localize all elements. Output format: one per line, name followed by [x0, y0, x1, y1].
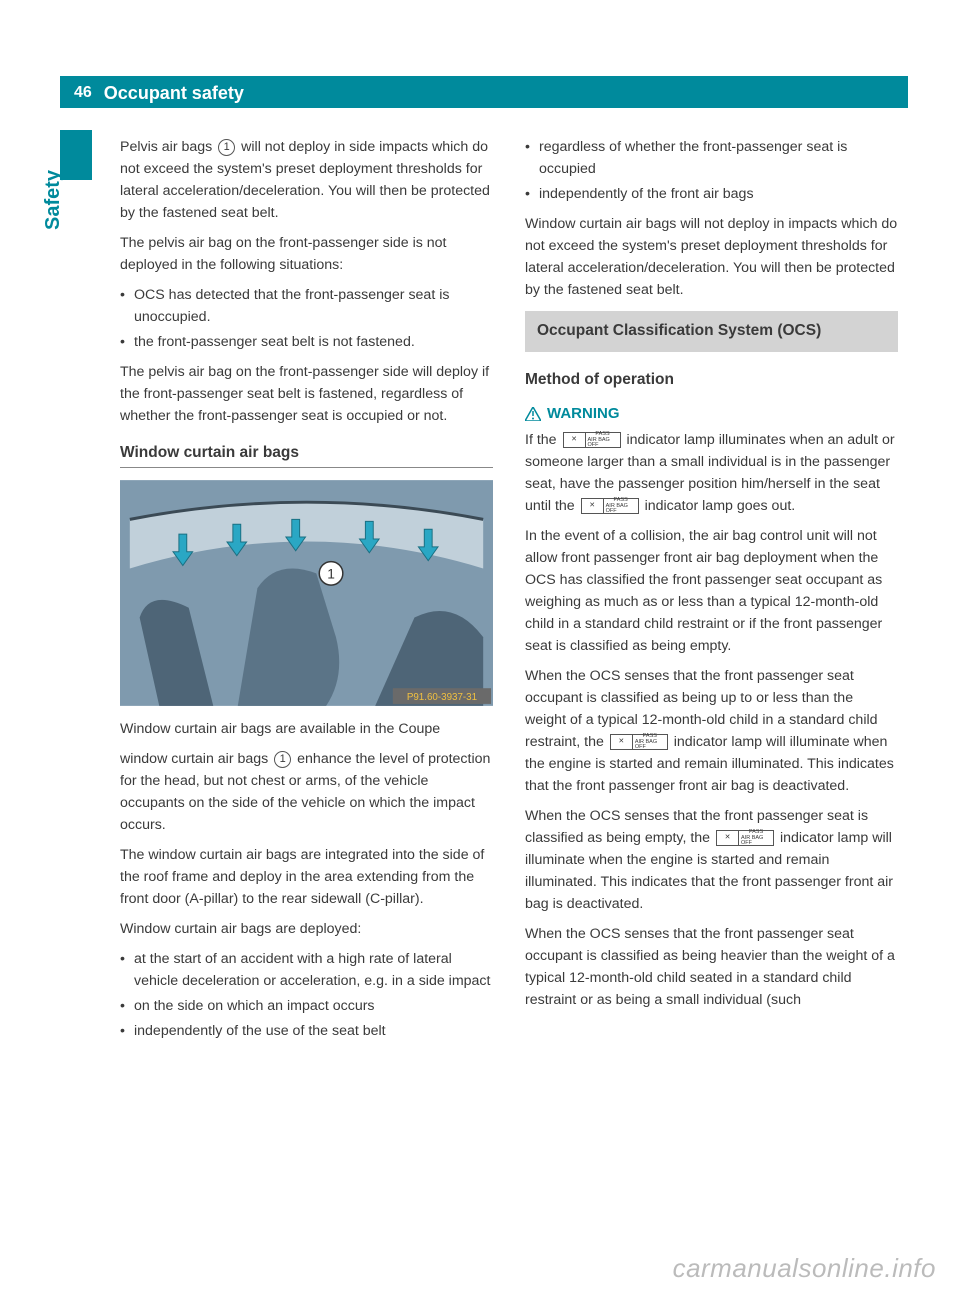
- body-text: The pelvis air bag on the front-passenge…: [120, 361, 493, 427]
- figure-caption: Window curtain air bags are available in…: [120, 718, 493, 740]
- watermark: carmanualsonline.info: [673, 1253, 936, 1284]
- body-text: Window curtain air bags are deployed:: [120, 918, 493, 940]
- warning-text: In the event of a collision, the air bag…: [525, 525, 898, 657]
- callout-1: 1: [218, 139, 235, 156]
- passenger-airbag-off-indicator-icon: ✕PASSAIR BAG OFF: [610, 734, 668, 750]
- page-number: 46: [74, 84, 92, 102]
- subheading: Window curtain air bags: [120, 441, 493, 465]
- warning-text: When the OCS senses that the front passe…: [525, 923, 898, 1011]
- subheading: Method of operation: [525, 368, 898, 392]
- passenger-airbag-off-indicator-icon: ✕PASSAIR BAG OFF: [563, 432, 621, 448]
- body-text: Window curtain air bags will not deploy …: [525, 213, 898, 301]
- warning-text: If the ✕PASSAIR BAG OFF indicator lamp i…: [525, 429, 898, 517]
- warning-text: When the OCS senses that the front passe…: [525, 665, 898, 797]
- bullet-text: OCS has detected that the front-passenge…: [134, 284, 493, 328]
- warning-text: When the OCS senses that the front passe…: [525, 805, 898, 915]
- right-column: •regardless of whether the front-passeng…: [525, 136, 898, 1050]
- passenger-airbag-off-indicator-icon: ✕PASSAIR BAG OFF: [716, 830, 774, 846]
- section-heading-box: Occupant Classification System (OCS): [525, 311, 898, 352]
- bullet-list: •at the start of an accident with a high…: [120, 948, 493, 1042]
- bullet-list: •regardless of whether the front-passeng…: [525, 136, 898, 205]
- body-text: window curtain air bags 1 enhance the le…: [120, 748, 493, 836]
- passenger-airbag-off-indicator-icon: ✕PASSAIR BAG OFF: [581, 498, 639, 514]
- body-text: The window curtain air bags are integrat…: [120, 844, 493, 910]
- content-columns: Pelvis air bags 1 will not deploy in sid…: [120, 136, 898, 1050]
- side-tab-label: Safety: [42, 170, 65, 230]
- bullet-text: at the start of an accident with a high …: [134, 948, 493, 992]
- bullet-item: •at the start of an accident with a high…: [120, 948, 493, 992]
- bullet-text: on the side on which an impact occurs: [134, 995, 375, 1017]
- bullet-item: •on the side on which an impact occurs: [120, 995, 493, 1017]
- bullet-text: independently of the use of the seat bel…: [134, 1020, 386, 1042]
- chapter-title: Occupant safety: [104, 83, 244, 104]
- subheading-rule: [120, 467, 493, 468]
- bullet-item: •regardless of whether the front-passeng…: [525, 136, 898, 180]
- warning-label: WARNING: [547, 402, 620, 425]
- bullet-item: •independently of the use of the seat be…: [120, 1020, 493, 1042]
- left-column: Pelvis air bags 1 will not deploy in sid…: [120, 136, 493, 1050]
- callout-1: 1: [274, 751, 291, 768]
- bullet-text: independently of the front air bags: [539, 183, 754, 205]
- bullet-list: •OCS has detected that the front-passeng…: [120, 284, 493, 353]
- manual-page: 46 Occupant safety Safety Pelvis air bag…: [0, 0, 960, 1302]
- bullet-item: •the front-passenger seat belt is not fa…: [120, 331, 493, 353]
- svg-text:1: 1: [327, 566, 335, 581]
- bullet-item: •OCS has detected that the front-passeng…: [120, 284, 493, 328]
- warning-triangle-icon: [525, 407, 541, 421]
- bullet-text: the front-passenger seat belt is not fas…: [134, 331, 415, 353]
- body-text: The pelvis air bag on the front-passenge…: [120, 232, 493, 276]
- header-bar: 46 Occupant safety: [60, 78, 908, 108]
- figure-window-curtain-airbags: 1 P91.60-3937-31: [120, 478, 493, 708]
- bullet-text: regardless of whether the front-passenge…: [539, 136, 898, 180]
- figure-tag: P91.60-3937-31: [407, 692, 477, 703]
- body-text: Pelvis air bags 1 will not deploy in sid…: [120, 136, 493, 224]
- warning-heading: WARNING: [525, 402, 898, 425]
- bullet-item: •independently of the front air bags: [525, 183, 898, 205]
